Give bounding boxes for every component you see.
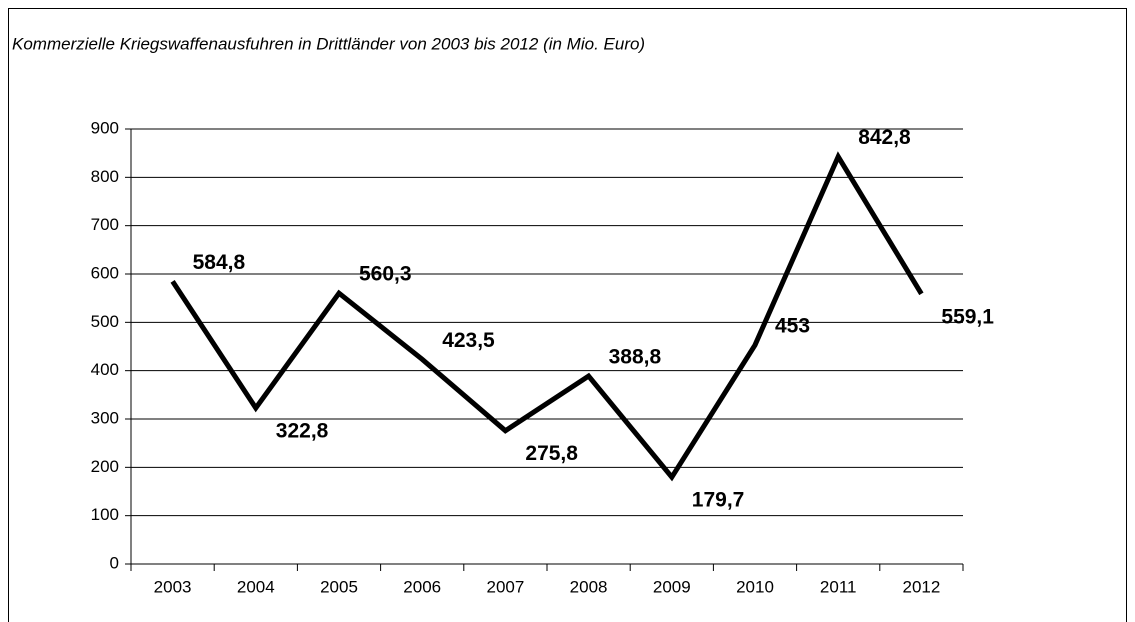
x-tick-label: 2007	[486, 577, 524, 596]
x-tick-label: 2003	[154, 577, 192, 596]
y-tick-label: 500	[91, 312, 119, 331]
data-label: 322,8	[276, 420, 329, 443]
y-tick-label: 400	[91, 360, 119, 379]
data-label: 584,8	[193, 251, 246, 274]
x-tick-label: 2009	[653, 577, 691, 596]
chart-title: Kommerzielle Kriegswaffenausfuhren in Dr…	[12, 34, 645, 53]
y-tick-label: 900	[91, 118, 119, 137]
data-label: 559,1	[941, 305, 994, 328]
x-tick-label: 2005	[320, 577, 358, 596]
data-label: 423,5	[442, 329, 495, 352]
data-label: 842,8	[858, 126, 911, 149]
x-tick-label: 2011	[820, 577, 857, 596]
y-tick-label: 800	[91, 167, 119, 186]
data-label: 453	[775, 315, 810, 338]
frame	[8, 8, 1127, 622]
x-tick-label: 2012	[902, 577, 940, 596]
y-tick-label: 600	[91, 263, 119, 282]
y-tick-label: 300	[91, 408, 119, 427]
x-tick-label: 2008	[570, 577, 608, 596]
y-tick-label: 700	[91, 215, 119, 234]
data-label: 275,8	[525, 442, 578, 465]
data-label: 560,3	[359, 263, 412, 286]
x-tick-label: 2010	[736, 577, 774, 596]
y-tick-label: 0	[110, 553, 119, 572]
line	[170, 151, 924, 482]
x-tick-label: 2004	[237, 577, 275, 596]
y-tick-label: 200	[91, 457, 119, 476]
data-label: 388,8	[609, 346, 662, 369]
data-label: 179,7	[692, 489, 745, 512]
y-tick-label: 100	[91, 505, 119, 524]
x-tick-label: 2006	[403, 577, 441, 596]
